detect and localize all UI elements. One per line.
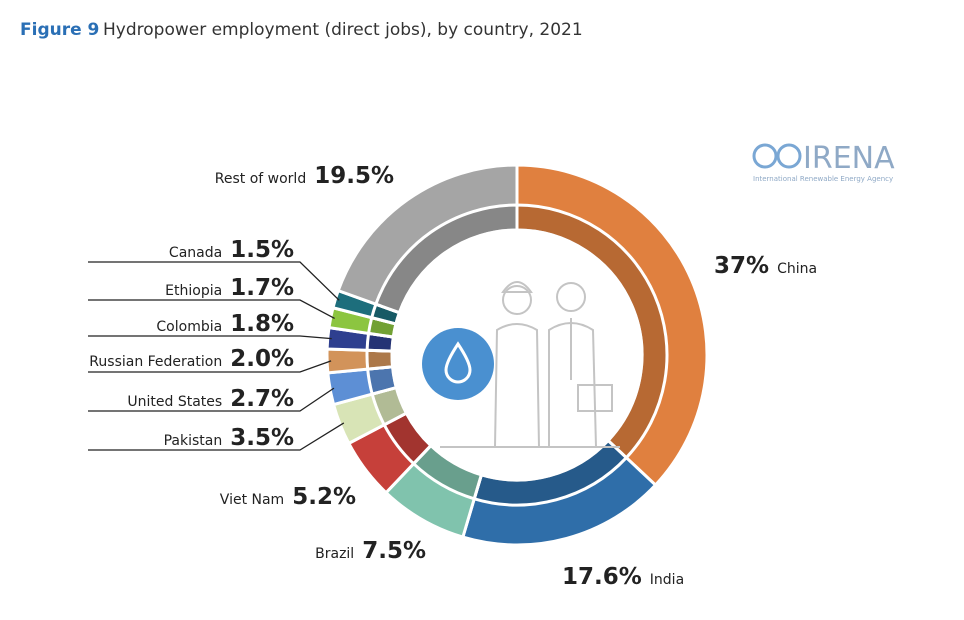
category-label: Canada bbox=[169, 245, 222, 261]
chart-title: Hydropower employment (direct jobs), by … bbox=[103, 20, 583, 40]
figure-label: Figure 9 bbox=[20, 20, 99, 40]
value-label: 7.5% bbox=[362, 538, 426, 564]
category-label: Brazil bbox=[315, 546, 354, 562]
water-icon bbox=[422, 328, 494, 400]
category-label: Russian Federation bbox=[89, 354, 222, 370]
person-head bbox=[556, 282, 586, 312]
helmet bbox=[501, 281, 533, 293]
ring bbox=[325, 163, 709, 547]
value-label: 2.0% bbox=[230, 346, 294, 372]
leader-line bbox=[88, 360, 332, 373]
worker-head bbox=[502, 285, 532, 315]
value-label: 3.5% bbox=[230, 425, 294, 451]
value-label: 1.8% bbox=[230, 311, 294, 337]
water-drop bbox=[444, 341, 472, 384]
person-body bbox=[548, 318, 597, 448]
logo-icon bbox=[752, 143, 778, 169]
logo-icon bbox=[776, 143, 802, 169]
logo-name: IRENA bbox=[803, 141, 895, 176]
worker-body bbox=[494, 323, 540, 448]
leader-line bbox=[88, 422, 345, 451]
logo-subtitle: International Renewable Energy Agency bbox=[753, 175, 893, 183]
briefcase bbox=[577, 384, 613, 412]
leader-line bbox=[88, 299, 335, 320]
value-label: 5.2% bbox=[292, 484, 356, 510]
category-label: India bbox=[650, 572, 684, 588]
center-illustration bbox=[440, 281, 620, 448]
value-label: 2.7% bbox=[230, 386, 294, 412]
value-label: 1.7% bbox=[230, 275, 294, 301]
leader-line bbox=[88, 261, 340, 301]
category-label: Rest of world bbox=[215, 171, 306, 187]
segment-inner-shade bbox=[365, 348, 395, 371]
value-label: 37% bbox=[714, 253, 769, 279]
leader-line bbox=[88, 335, 332, 340]
category-label: Colombia bbox=[156, 319, 222, 335]
leader-line bbox=[88, 387, 335, 412]
value-label: 1.5% bbox=[230, 237, 294, 263]
value-label: 19.5% bbox=[314, 163, 394, 189]
logo: IRENA International Renewable Energy Age… bbox=[752, 141, 895, 183]
segment-inner-shade bbox=[366, 365, 399, 396]
segment-inner-shade bbox=[373, 203, 519, 315]
category-label: Pakistan bbox=[164, 433, 223, 449]
value-label: 17.6% bbox=[562, 564, 642, 590]
category-label: China bbox=[777, 261, 817, 277]
category-label: Ethiopia bbox=[165, 283, 222, 299]
category-label: Viet Nam bbox=[220, 492, 284, 508]
category-label: United States bbox=[127, 394, 222, 410]
